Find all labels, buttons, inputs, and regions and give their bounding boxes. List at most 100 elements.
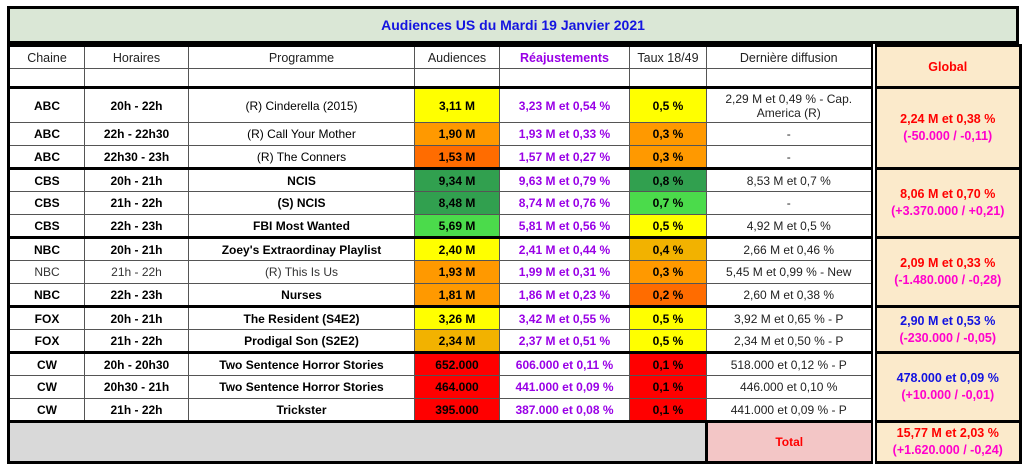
taux-1849-cell: 0,1 % [629, 375, 707, 399]
taux-1849-cell: 0,4 % [629, 236, 707, 261]
time-cell: 22h - 23h [84, 283, 189, 307]
audience-cell: 1,90 M [414, 122, 500, 146]
derniere-diffusion-cell: 8,53 M et 0,7 % [706, 167, 874, 192]
global-variation-value: (-230.000 / -0,05) [899, 330, 997, 345]
channel-cell: ABC [8, 122, 85, 146]
reajustement-cell: 2,37 M et 0,51 % [499, 329, 630, 353]
programme-cell: (S) NCIS [188, 191, 415, 215]
audience-cell: 8,48 M [414, 191, 500, 215]
col-header-chaine: Chaine [8, 45, 85, 69]
derniere-diffusion-cell: 3,92 M et 0,65 % - P [706, 305, 874, 330]
table-row: CW 20h - 20h30 Two Sentence Horror Stories… [8, 351, 1021, 422]
taux-1849-cell: 0,5 % [629, 305, 707, 330]
programme-cell: NCIS [188, 167, 415, 192]
taux-1849-cell: 0,7 % [629, 191, 707, 215]
reajustement-cell: 441.000 et 0,09 % [499, 375, 630, 399]
reajustement-cell: 5,81 M et 0,56 % [499, 214, 630, 238]
programme-cell: Two Sentence Horror Stories [188, 375, 415, 399]
taux-1849-cell: 0,1 % [629, 351, 707, 376]
channel-cell: CW [8, 351, 85, 376]
taux-1849-cell: 0,3 % [629, 145, 707, 169]
audience-cell: 464.000 [414, 375, 500, 399]
global-audience-value: 478.000 et 0,09 % [896, 371, 999, 386]
total-global-cell: 15,77 M et 2,03 % (+1.620.000 / -0,24) [870, 420, 1021, 463]
global-audience-value: 8,06 M et 0,70 % [900, 187, 996, 202]
time-cell: 22h30 - 23h [84, 145, 189, 169]
table-row: FOX 21h - 22h Prodigal Son (S2E2) 2,34 M 2,3… [8, 329, 1021, 353]
reajustement-cell: 8,74 M et 0,76 % [499, 191, 630, 215]
channel-cell: FOX [8, 329, 85, 353]
page-title: Audiences US du Mardi 19 Janvier 2021 [7, 6, 1019, 44]
channel-cell: CW [8, 398, 85, 422]
table-row: ABC 22h - 22h30 (R) Call Your Mother 1,90 M… [8, 122, 1021, 146]
audience-cell: 395.000 [414, 398, 500, 422]
channel-cell: NBC [8, 260, 85, 284]
global-cell: 2,90 M et 0,53 % (-230.000 / -0,05) [870, 305, 1021, 353]
reajustement-cell: 9,63 M et 0,79 % [499, 167, 630, 192]
derniere-diffusion-cell: 5,45 M et 0,99 % - New [706, 260, 874, 284]
taux-1849-cell: 0,8 % [629, 167, 707, 192]
table-row: NBC 21h - 22h (R) This Is Us 1,93 M 1,99 M e… [8, 260, 1021, 284]
time-cell: 21h - 22h [84, 398, 189, 422]
channel-cell: CW [8, 375, 85, 399]
table-row: ABC 22h30 - 23h (R) The Conners 1,53 M 1,57 … [8, 145, 1021, 169]
spreadsheet-page: Audiences US du Mardi 19 Janvier 2021 Ch… [7, 6, 1022, 464]
audience-cell: 3,11 M [414, 86, 500, 123]
table-row: CBS 20h - 21h NCIS 9,34 M 9,63 M et 0,79 % 0,… [8, 167, 1021, 238]
taux-1849-cell: 0,3 % [629, 260, 707, 284]
audience-cell: 1,53 M [414, 145, 500, 169]
channel-cell: NBC [8, 283, 85, 307]
time-cell: 20h - 22h [84, 86, 189, 123]
table-row: NBC 20h - 21h Zoey's Extraordinay Playlist… [8, 236, 1021, 307]
channel-cell: NBC [8, 236, 85, 261]
derniere-diffusion-cell: 2,60 M et 0,38 % [706, 283, 874, 307]
empty-cell [499, 68, 630, 89]
col-header-taux: Taux 18/49 [629, 45, 707, 69]
derniere-diffusion-cell: 518.000 et 0,12 % - P [706, 351, 874, 376]
time-cell: 21h - 22h [84, 260, 189, 284]
reajustement-cell: 387.000 et 0,08 % [499, 398, 630, 422]
reajustement-cell: 1,57 M et 0,27 % [499, 145, 630, 169]
table-row: FOX 20h - 21h The Resident (S4E2) 3,26 M 3,4… [8, 305, 1021, 353]
programme-cell: Nurses [188, 283, 415, 307]
programme-cell: The Resident (S4E2) [188, 305, 415, 330]
global-variation-value: (+3.370.000 / +0,21) [891, 204, 1005, 218]
derniere-diffusion-cell: 2,29 M et 0,49 % - Cap. America (R) [706, 86, 874, 123]
derniere-diffusion-cell: 441.000 et 0,09 % - P [706, 398, 874, 422]
channel-cell: ABC [8, 145, 85, 169]
total-row: Total 15,77 M et 2,03 % (+1.620.000 / -0… [8, 420, 1021, 463]
taux-1849-cell: 0,5 % [629, 329, 707, 353]
programme-cell: (R) Call Your Mother [188, 122, 415, 146]
derniere-diffusion-cell: 2,66 M et 0,46 % [706, 236, 874, 261]
col-header-horaires: Horaires [84, 45, 189, 69]
global-audience-value: 2,90 M et 0,53 % [900, 313, 996, 328]
col-header-audiences: Audiences [414, 45, 500, 69]
global-variation-value: (-1.480.000 / -0,28) [894, 273, 1002, 287]
header-row: Chaine Horaires Programme Audiences Réaj… [8, 45, 1021, 88]
global-cell: 8,06 M et 0,70 % (+3.370.000 / +0,21) [870, 167, 1021, 238]
channel-cell: ABC [8, 86, 85, 123]
channel-cell: CBS [8, 191, 85, 215]
audience-cell: 2,40 M [414, 236, 500, 261]
empty-cell [84, 68, 189, 89]
reajustement-cell: 3,42 M et 0,55 % [499, 305, 630, 330]
reajustement-cell: 1,99 M et 0,31 % [499, 260, 630, 284]
taux-1849-cell: 0,2 % [629, 283, 707, 307]
total-variation-value: (+1.620.000 / -0,24) [892, 443, 1003, 457]
time-cell: 20h - 21h [84, 167, 189, 192]
global-cell: 2,09 M et 0,33 % (-1.480.000 / -0,28) [870, 236, 1021, 307]
audience-cell: 9,34 M [414, 167, 500, 192]
reajustement-cell: 1,86 M et 0,23 % [499, 283, 630, 307]
derniere-diffusion-cell: - [706, 191, 874, 215]
col-header-derniere-diffusion: Dernière diffusion [706, 45, 874, 69]
global-variation-value: (-50.000 / -0,11) [903, 129, 993, 143]
time-cell: 20h30 - 21h [84, 375, 189, 399]
time-cell: 20h - 21h [84, 305, 189, 330]
derniere-diffusion-cell: - [706, 145, 874, 169]
programme-cell: (R) Cinderella (2015) [188, 86, 415, 123]
reajustement-cell: 3,23 M et 0,54 % [499, 86, 630, 123]
empty-cell [414, 68, 500, 89]
time-cell: 22h - 23h [84, 214, 189, 238]
global-cell: 2,24 M et 0,38 % (-50.000 / -0,11) [870, 86, 1021, 169]
global-variation-value: (+10.000 / -0,01) [901, 388, 995, 402]
